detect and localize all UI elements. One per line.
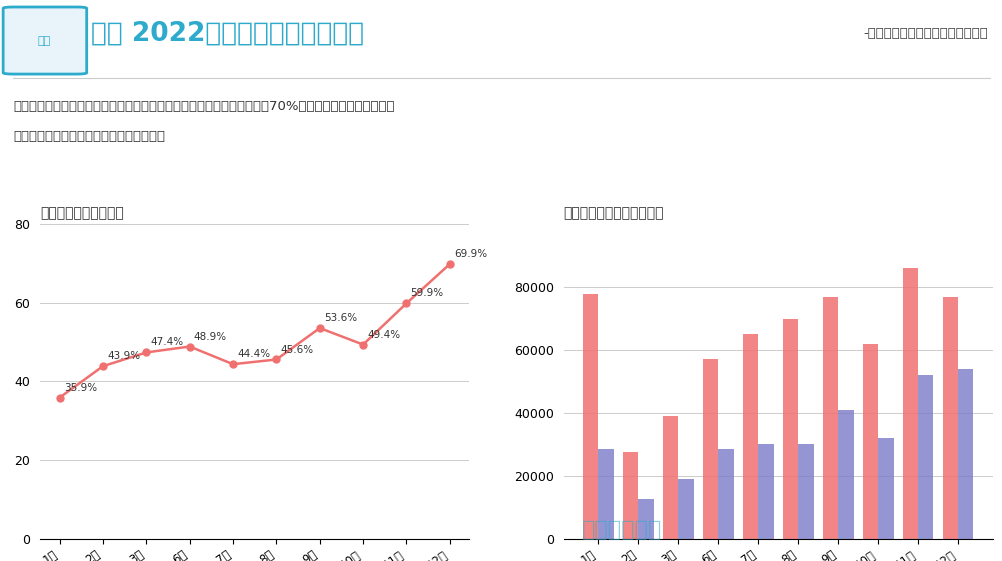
Text: 从单月来看，在冲量中上海的上牌数据中，新能源汽车出现史无前例的进70%，这基本是把政策的羊毛薅: 从单月来看，在冲量中上海的上牌数据中，新能源汽车出现史无前例的进70%，这基本是… [13,100,394,113]
Bar [677,479,693,539]
Bar [702,360,717,539]
Bar [583,293,598,539]
Text: -两岸猿声啼不住，轻舟已过万重山: -两岸猿声啼不住，轻舟已过万重山 [863,27,987,40]
Bar [878,438,893,539]
Bar [742,334,758,539]
Text: 49.4%: 49.4% [367,330,400,339]
Bar [838,410,853,539]
Bar [918,375,933,539]
Text: 上海新能源汽车渗透率: 上海新能源汽车渗透率 [40,206,123,220]
Text: 汽车电子设计: 汽车电子设计 [581,520,661,540]
Text: 48.9%: 48.9% [193,332,226,342]
Text: 芝能: 芝能 [38,35,51,45]
Text: 上海新能源汽车的上牌情况: 上海新能源汽车的上牌情况 [563,206,663,220]
Text: 44.4%: 44.4% [237,350,271,359]
Bar [622,452,638,539]
Bar [662,416,677,539]
Bar [823,297,838,539]
Text: 35.9%: 35.9% [64,383,97,393]
Text: 59.9%: 59.9% [410,288,443,298]
Text: 43.9%: 43.9% [107,351,140,361]
Bar [798,444,813,539]
Bar [638,499,653,539]
Bar [598,449,613,539]
Text: 充分了，从数据来看整个需求还是很稳定的: 充分了，从数据来看整个需求还是很稳定的 [13,131,164,144]
Bar [717,449,732,539]
Bar [902,268,918,539]
Text: 47.4%: 47.4% [150,338,183,347]
Bar [863,344,878,539]
Bar [783,319,798,539]
Text: 53.6%: 53.6% [324,313,357,323]
Bar [758,444,773,539]
Bar [957,369,973,539]
Text: 69.9%: 69.9% [454,249,487,259]
FancyBboxPatch shape [3,7,86,74]
Text: 上海 2022年新能源汽车的渗透率: 上海 2022年新能源汽车的渗透率 [90,21,364,47]
Bar [942,297,957,539]
Text: 45.6%: 45.6% [281,344,314,355]
